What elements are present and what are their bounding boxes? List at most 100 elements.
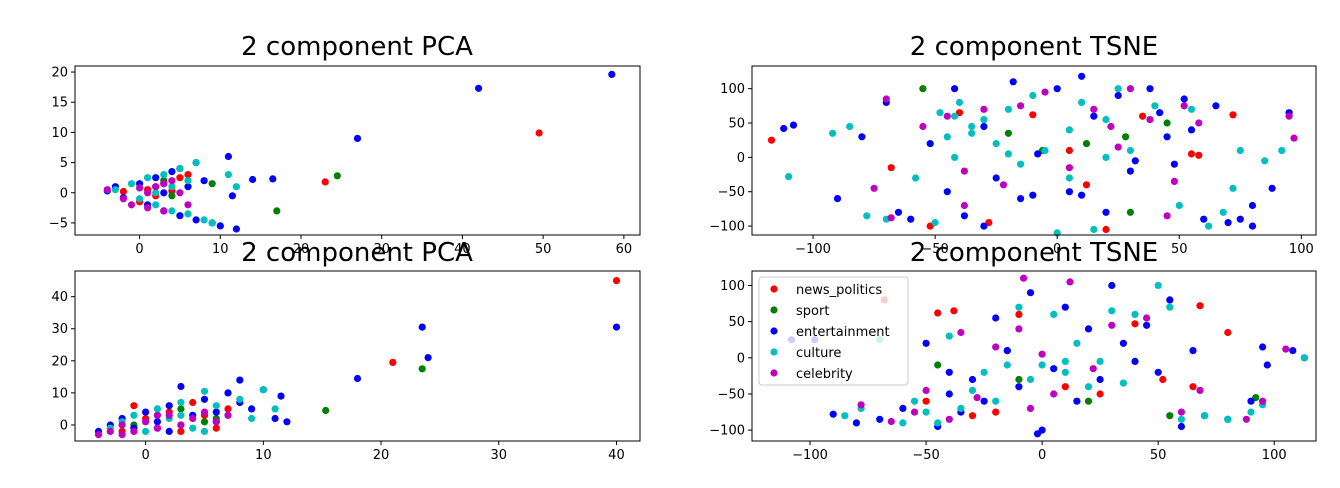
tsne-top-point-s3 (1187, 105, 1196, 113)
tsne-top-point-s2 (980, 222, 988, 230)
pca-top-point-s3 (111, 186, 119, 194)
pca-top-point-s2 (224, 152, 232, 161)
tsne-top-point-s3 (1004, 150, 1013, 158)
tsne-top-point-s2 (960, 212, 969, 220)
tsne-top-x-tick-label: −100 (795, 242, 831, 257)
pca-bottom-point-s4 (118, 421, 126, 429)
pca-top-point-s2 (228, 192, 236, 200)
tsne-top-point-s3 (1078, 98, 1086, 106)
pca-top-point-s2 (249, 175, 257, 184)
pca-bottom-x-tick-label: 0 (141, 448, 149, 463)
pca-top-point-s2 (200, 177, 208, 185)
tsne-bottom-point-s1 (1084, 397, 1093, 405)
tsne-top-point-s3 (1114, 85, 1122, 93)
tsne-bottom-point-s1 (1166, 412, 1174, 420)
tsne-top-point-s3 (1029, 91, 1037, 100)
pca-top-point-s1 (208, 180, 216, 188)
tsne-bottom-point-s2 (829, 410, 837, 418)
tsne-top-title: 2 component TSNE (910, 32, 1158, 62)
pca-top-point-s0 (119, 187, 127, 196)
tsne-top-point-s3 (1102, 153, 1110, 161)
tsne-top-point-s0 (1029, 111, 1037, 119)
tsne-bottom-point-s3 (957, 404, 965, 412)
tsne-top-point-s3 (1065, 126, 1073, 134)
tsne-bottom-point-s4 (1143, 314, 1151, 322)
tsne-top-x-tick-label: 50 (1171, 242, 1188, 257)
tsne-top-point-s2 (833, 195, 842, 203)
tsne-top-point-s4 (999, 181, 1008, 189)
pca-bottom-point-s4 (224, 411, 232, 419)
tsne-top-point-s3 (1151, 102, 1159, 110)
pca-bottom-point-s2 (612, 323, 621, 331)
tsne-bottom-point-s3 (968, 386, 977, 394)
tsne-bottom-point-s3 (1038, 361, 1046, 369)
pca-bottom-point-s1 (418, 365, 426, 373)
tsne-bottom-point-s3 (1061, 368, 1069, 376)
pca-bottom-point-s1 (322, 406, 330, 415)
pca-top-point-s3 (176, 165, 184, 173)
tsne-bottom-point-s4 (922, 386, 930, 394)
tsne-top-point-s2 (907, 215, 915, 223)
pca-bottom-point-s0 (189, 398, 197, 407)
tsne-top-y-tick-label: 100 (720, 82, 745, 97)
pca-bottom-point-s2 (418, 323, 426, 331)
pca-top-point-s3 (184, 177, 192, 185)
tsne-top-point-s3 (912, 174, 920, 182)
pca-bottom-point-s3 (177, 411, 185, 419)
tsne-bottom-legend-box (758, 276, 909, 386)
pca-bottom-point-s3 (189, 424, 197, 432)
tsne-top-point-s2 (980, 122, 988, 131)
tsne-top-point-s3 (785, 173, 793, 181)
tsne-bottom-point-s3 (1061, 357, 1069, 365)
tsne-top-point-s3 (1004, 105, 1013, 113)
tsne-top-point-s4 (1090, 105, 1098, 113)
tsne-bottom-point-s2 (1015, 383, 1023, 391)
tsne-bottom-point-s2 (1096, 375, 1104, 384)
pca-bottom-point-s0 (130, 402, 138, 410)
pca-bottom-y-tick-label: 20 (51, 354, 68, 369)
pca-top-point-s2 (152, 174, 160, 182)
tsne-top-point-s2 (1212, 102, 1220, 110)
tsne-top-point-s2 (951, 85, 959, 93)
tsne-bottom-point-s4 (857, 401, 865, 409)
pca-top-title: 2 component PCA (241, 32, 473, 62)
tsne-bottom-point-s0 (1061, 383, 1069, 391)
tsne-top-point-s4 (1195, 119, 1203, 127)
tsne-top-point-s2 (1065, 188, 1073, 196)
tsne-bottom-point-s3 (910, 397, 919, 405)
tsne-top-point-s3 (951, 112, 959, 120)
pca-bottom-point-s4 (106, 427, 114, 435)
tsne-top-point-s2 (943, 188, 951, 196)
tsne-top-point-s1 (1163, 119, 1171, 127)
tsne-top-point-s2 (858, 133, 866, 141)
tsne-bottom-y-tick-label: 50 (728, 315, 745, 330)
tsne-top-point-s2 (1126, 167, 1134, 175)
tsne-top-point-s1 (1082, 140, 1091, 148)
tsne-bottom-point-s0 (1189, 383, 1197, 391)
tsne-top-point-s3 (829, 129, 837, 137)
pca-top-x-tick-label: 50 (535, 242, 552, 257)
pca-top-x-tick-label: 30 (373, 242, 390, 257)
pca-top-point-s3 (144, 174, 152, 182)
tsne-top-point-s2 (1131, 157, 1139, 165)
tsne-bottom-point-s1 (934, 361, 942, 369)
tsne-bottom-point-s3 (980, 368, 988, 376)
tsne-bottom-point-s2 (922, 339, 930, 347)
tsne-top-axes-frame (751, 65, 1317, 236)
pca-bottom-points (94, 277, 621, 439)
tsne-bottom-point-s2 (1073, 397, 1081, 405)
tsne-bottom-point-s2 (1119, 339, 1127, 347)
tsne-bottom-point-s3 (1050, 310, 1058, 318)
pca-top-point-s3 (152, 201, 160, 209)
tsne-bottom-point-s2 (1131, 357, 1139, 365)
pca-bottom-point-s4 (200, 408, 209, 416)
tsne-bottom-x-tick-label: 50 (1150, 448, 1167, 463)
pca-top-x-tick-label: 40 (454, 242, 471, 257)
tsne-bottom-point-s1 (1015, 375, 1023, 384)
pca-bottom-point-s4 (94, 431, 103, 439)
tsne-top-point-s0 (1229, 111, 1237, 119)
pca-bottom-y-tick-label: 30 (51, 322, 68, 337)
tsne-bottom-panel: 2 component TSNE −100 −50 0 50 100 −100 −50 0 50… (709, 238, 1317, 463)
pca-top-point-s1 (168, 192, 176, 200)
